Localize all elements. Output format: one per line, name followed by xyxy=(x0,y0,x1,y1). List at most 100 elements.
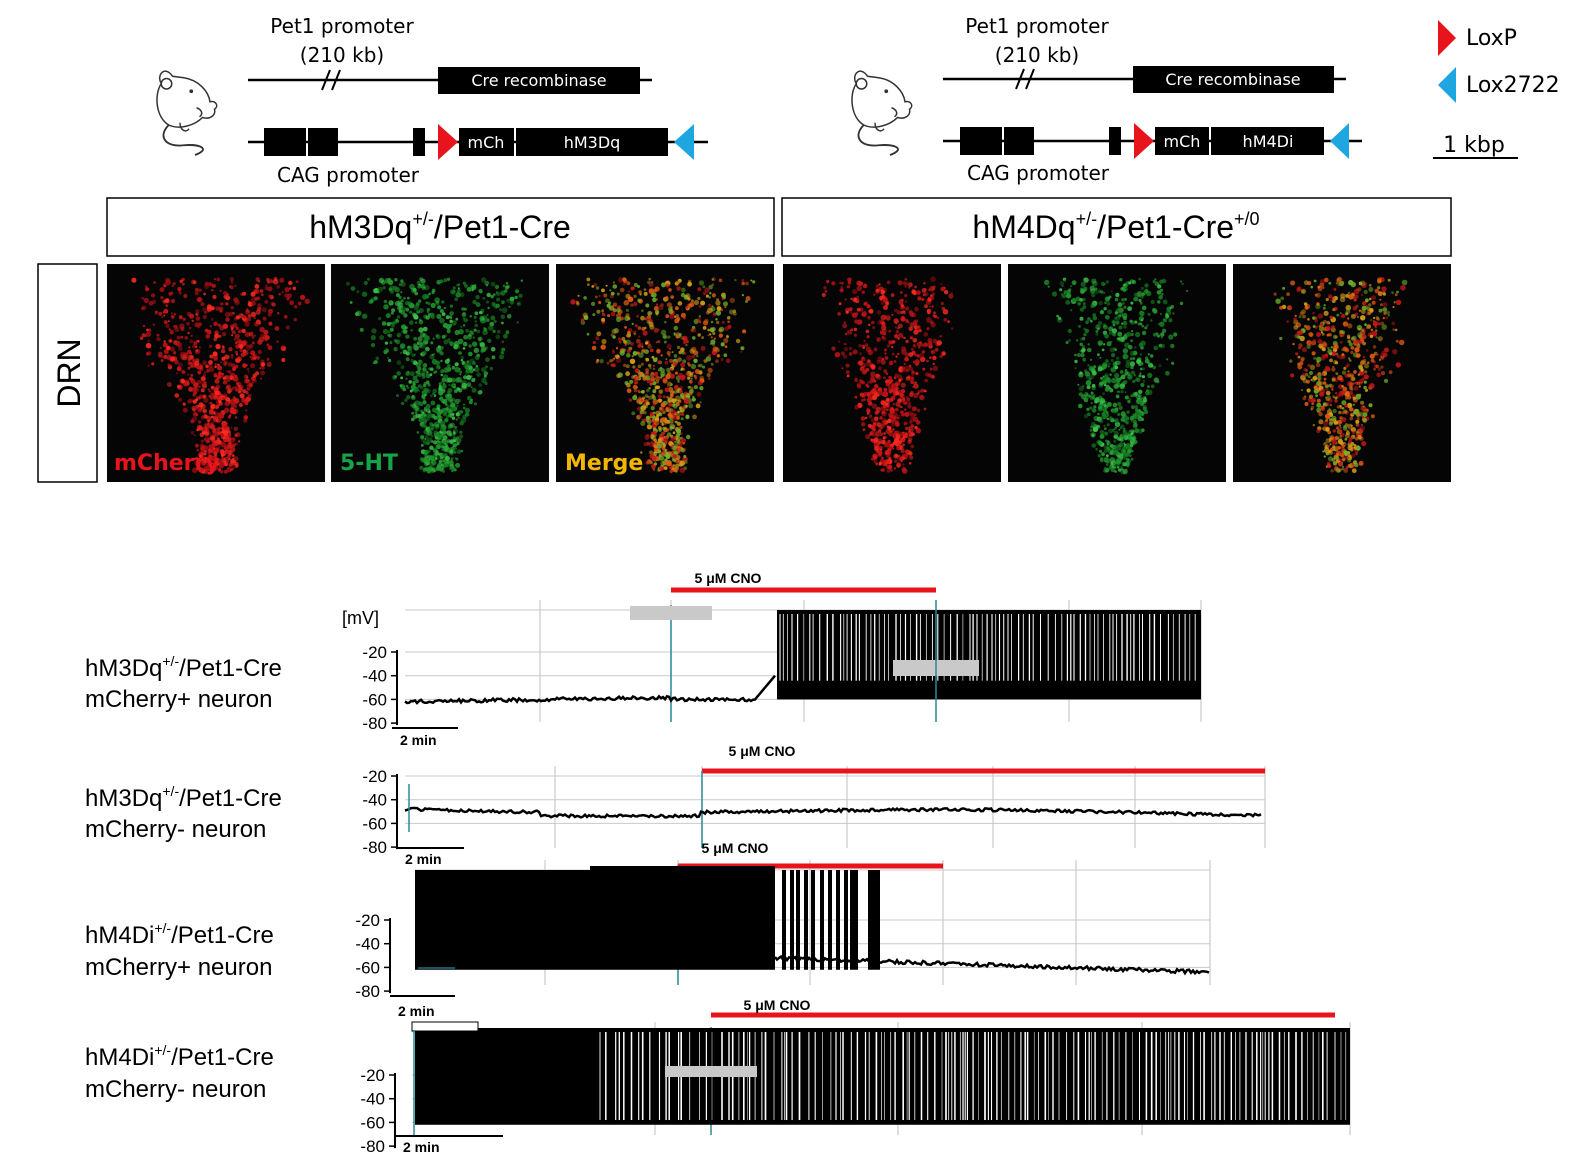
cell-dot xyxy=(1307,375,1311,378)
cell-dot xyxy=(1150,354,1154,358)
cell-dot xyxy=(576,302,580,306)
cell-dot xyxy=(400,343,406,349)
cell-dot xyxy=(409,320,414,325)
cell-dot xyxy=(1342,467,1345,471)
cell-dot xyxy=(1321,332,1325,336)
cell-dot xyxy=(1140,319,1144,322)
cell-dot xyxy=(1121,298,1125,302)
cell-dot xyxy=(1331,457,1336,462)
cell-dot xyxy=(163,308,169,314)
cell-dot xyxy=(1097,289,1102,294)
cell-dot xyxy=(917,296,922,301)
cell-dot xyxy=(1120,434,1122,437)
cell-dot xyxy=(411,394,415,399)
cell-dot xyxy=(190,373,194,377)
cell-dot xyxy=(610,291,615,296)
cell-dot xyxy=(263,329,269,335)
cell-dot xyxy=(710,336,713,339)
cell-dot xyxy=(1344,404,1348,408)
cell-dot xyxy=(1315,374,1317,377)
cell-dot xyxy=(244,401,249,406)
cell-dot xyxy=(462,406,466,410)
cell-dot xyxy=(685,393,690,399)
cell-dot xyxy=(871,457,874,461)
cell-dot xyxy=(1170,343,1175,349)
cell-dot xyxy=(396,315,401,319)
cell-dot xyxy=(466,319,469,322)
cell-dot xyxy=(205,462,211,467)
cell-dot xyxy=(462,281,466,285)
cell-dot xyxy=(1113,430,1119,436)
cell-dot xyxy=(641,373,646,378)
cell-dot xyxy=(1080,353,1085,358)
cell-dot xyxy=(433,353,436,355)
cell-dot xyxy=(453,344,459,350)
cell-dot xyxy=(928,305,932,308)
cell-dot xyxy=(1120,417,1125,422)
cell-dot xyxy=(860,398,865,402)
cell-dot xyxy=(266,278,270,282)
cell-dot xyxy=(705,356,712,362)
cell-dot xyxy=(709,333,712,336)
cell-dot xyxy=(929,367,933,371)
cell-dot xyxy=(209,456,212,459)
cell-dot xyxy=(653,411,656,415)
cell-dot xyxy=(134,280,137,283)
cell-dot xyxy=(203,292,207,296)
cell-dot xyxy=(218,401,223,406)
cell-dot xyxy=(161,316,164,319)
cell-dot xyxy=(1141,305,1147,311)
cell-dot xyxy=(421,423,427,429)
cell-dot xyxy=(284,287,290,293)
cell-dot xyxy=(495,303,500,308)
cell-dot xyxy=(217,426,222,431)
cell-dot xyxy=(1366,326,1370,330)
cell-dot xyxy=(457,398,462,403)
cell-dot xyxy=(458,434,464,439)
cell-dot xyxy=(261,307,267,313)
cell-dot xyxy=(248,382,253,388)
cell-dot xyxy=(633,294,637,298)
cell-dot xyxy=(387,279,394,286)
cell-dot xyxy=(713,337,716,340)
cell-dot xyxy=(423,368,427,372)
cell-dot xyxy=(422,375,426,379)
cell-dot xyxy=(629,358,636,364)
cell-dot xyxy=(637,326,642,330)
cell-dot xyxy=(884,356,889,360)
cell-dot xyxy=(1100,376,1103,380)
cell-dot xyxy=(457,442,460,445)
cell-dot xyxy=(667,335,671,339)
cell-dot xyxy=(281,358,286,362)
cell-dot xyxy=(708,296,711,299)
cell-dot xyxy=(203,452,207,456)
cell-dot xyxy=(197,297,203,303)
cell-dot xyxy=(670,409,676,415)
cell-dot xyxy=(1099,356,1102,359)
trace-label-2-line1: hM3Dq+/-/Pet1-Cre xyxy=(85,783,282,812)
cell-dot xyxy=(707,307,713,314)
cell-dot xyxy=(1333,452,1336,455)
cell-dot xyxy=(647,342,651,346)
cell-dot xyxy=(452,289,456,294)
cell-dot xyxy=(405,384,409,388)
cell-dot xyxy=(400,281,406,287)
lox2722-icon xyxy=(1330,123,1349,159)
cell-dot xyxy=(219,289,222,292)
cell-dot xyxy=(881,411,887,417)
cell-dot xyxy=(672,361,678,367)
cell-dot xyxy=(1127,431,1131,434)
cell-dot xyxy=(430,435,434,438)
cell-dot xyxy=(645,341,648,345)
cell-dot xyxy=(1090,391,1094,395)
cell-dot xyxy=(448,408,454,415)
cell-dot xyxy=(715,359,719,363)
cell-dot xyxy=(506,314,512,319)
cell-dot xyxy=(210,405,215,410)
cell-dot xyxy=(641,345,644,348)
cell-dot xyxy=(222,346,225,350)
cell-dot xyxy=(1347,445,1353,451)
cell-dot xyxy=(710,320,714,324)
cell-dot xyxy=(1108,428,1113,434)
cell-dot xyxy=(383,304,389,310)
